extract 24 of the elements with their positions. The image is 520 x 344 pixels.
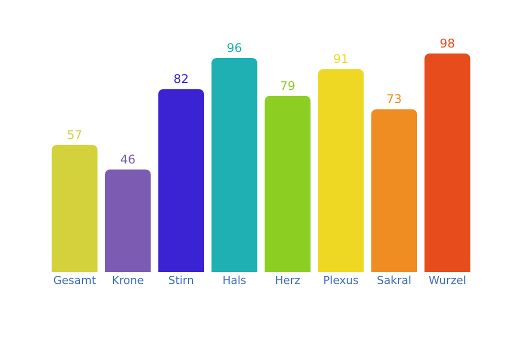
bar [104, 169, 151, 272]
data-label: 82 [173, 72, 189, 86]
x-tick-label: Plexus [323, 274, 359, 287]
x-tick-label: Sakral [376, 274, 412, 287]
bar [264, 96, 311, 272]
data-label: 46 [120, 152, 136, 166]
bar [211, 58, 258, 272]
bar [424, 54, 470, 272]
bar [158, 89, 204, 272]
x-tick-label: Hals [222, 274, 247, 287]
data-label: 79 [280, 78, 296, 93]
data-label: 98 [440, 36, 456, 50]
x-tick-label: Herz [274, 274, 301, 287]
data-label: 57 [66, 128, 82, 142]
x-tick-label: Krone [112, 274, 144, 287]
bar [52, 144, 98, 272]
bar [318, 69, 364, 272]
data-label: 96 [226, 40, 242, 55]
x-tick-label: Stirn [168, 274, 194, 287]
data-label: 91 [333, 52, 349, 66]
data-label: 73 [386, 92, 402, 106]
x-tick-label: Gesamt [53, 274, 97, 287]
x-tick-label: Wurzel [428, 274, 466, 287]
bar [371, 109, 418, 272]
